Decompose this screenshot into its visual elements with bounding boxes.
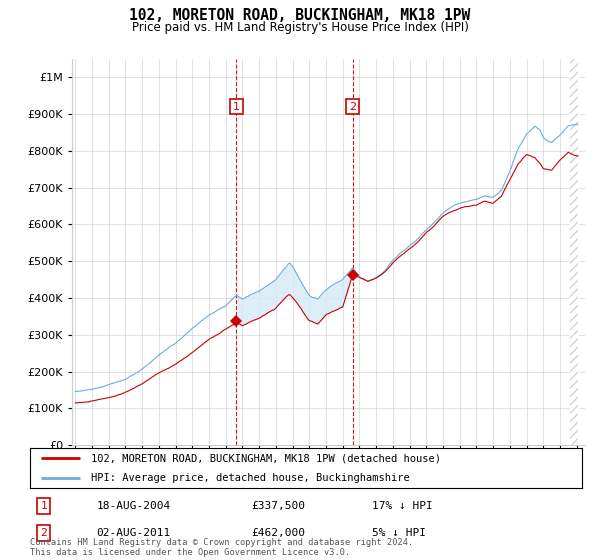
Text: 102, MORETON ROAD, BUCKINGHAM, MK18 1PW (detached house): 102, MORETON ROAD, BUCKINGHAM, MK18 1PW … bbox=[91, 453, 441, 463]
Text: 102, MORETON ROAD, BUCKINGHAM, MK18 1PW: 102, MORETON ROAD, BUCKINGHAM, MK18 1PW bbox=[130, 8, 470, 24]
Text: 2: 2 bbox=[40, 528, 47, 538]
Text: Contains HM Land Registry data © Crown copyright and database right 2024.
This d: Contains HM Land Registry data © Crown c… bbox=[30, 538, 413, 557]
Text: 17% ↓ HPI: 17% ↓ HPI bbox=[372, 501, 433, 511]
Text: 1: 1 bbox=[233, 102, 240, 111]
Text: 5% ↓ HPI: 5% ↓ HPI bbox=[372, 528, 426, 538]
Text: £462,000: £462,000 bbox=[251, 528, 305, 538]
Text: Price paid vs. HM Land Registry's House Price Index (HPI): Price paid vs. HM Land Registry's House … bbox=[131, 21, 469, 34]
Text: 18-AUG-2004: 18-AUG-2004 bbox=[96, 501, 170, 511]
Text: 2: 2 bbox=[349, 102, 356, 111]
Text: HPI: Average price, detached house, Buckinghamshire: HPI: Average price, detached house, Buck… bbox=[91, 473, 409, 483]
Text: 02-AUG-2011: 02-AUG-2011 bbox=[96, 528, 170, 538]
Text: £337,500: £337,500 bbox=[251, 501, 305, 511]
Text: 1: 1 bbox=[40, 501, 47, 511]
